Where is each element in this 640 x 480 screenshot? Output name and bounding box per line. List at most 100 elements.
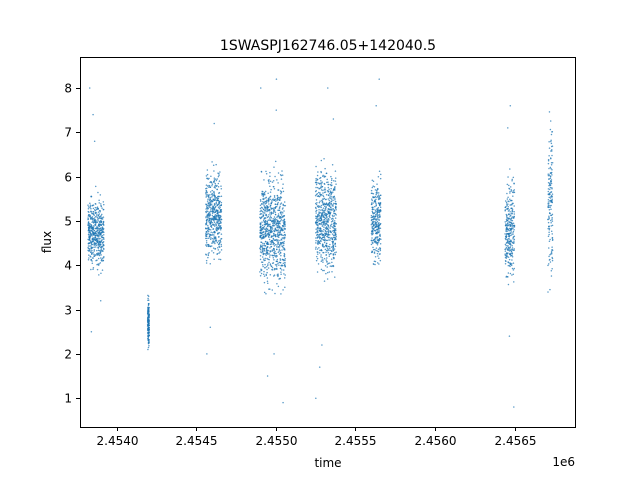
data-point: [376, 218, 379, 220]
data-point: [217, 240, 220, 242]
data-point: [277, 262, 279, 265]
data-point: [206, 177, 208, 180]
data-point: [102, 201, 105, 203]
data-point: [333, 231, 335, 234]
data-point: [323, 197, 326, 200]
data-point: [205, 239, 208, 242]
data-point: [269, 274, 272, 276]
data-point: [282, 190, 285, 193]
data-point: [376, 220, 379, 223]
data-point: [319, 239, 322, 242]
data-point: [335, 208, 337, 211]
data-point: [512, 230, 515, 233]
data-point: [511, 263, 513, 265]
data-point: [551, 188, 553, 190]
data-point: [100, 254, 102, 256]
data-point: [94, 223, 96, 226]
data-point: [511, 244, 513, 247]
data-point: [259, 234, 262, 237]
data-point: [265, 223, 268, 225]
data-point: [551, 233, 553, 235]
data-point: [321, 225, 324, 227]
data-point: [319, 200, 321, 202]
data-point: [260, 241, 263, 244]
data-point: [277, 232, 279, 234]
data-point: [219, 241, 221, 244]
data-point: [212, 251, 215, 254]
data-point: [275, 229, 277, 231]
data-point: [378, 257, 380, 259]
data-point: [319, 227, 321, 229]
data-point: [325, 259, 327, 261]
data-point: [210, 175, 212, 178]
data-point: [376, 244, 379, 246]
data-point: [218, 223, 220, 225]
data-point: [551, 259, 554, 262]
data-point: [283, 248, 285, 251]
data-point: [275, 223, 277, 226]
data-point: [215, 222, 217, 225]
data-point: [324, 220, 327, 222]
data-point: [323, 239, 325, 241]
data-point: [266, 225, 269, 227]
data-point: [322, 192, 324, 194]
data-point: [549, 212, 551, 215]
data-point: [274, 198, 277, 201]
data-point: [547, 201, 550, 203]
data-point: [332, 118, 335, 120]
data-point: [509, 224, 512, 226]
data-point: [262, 248, 265, 250]
data-point: [511, 247, 514, 249]
data-point: [374, 263, 376, 266]
data-point: [212, 205, 214, 207]
data-point: [267, 253, 269, 255]
data-point: [271, 289, 274, 291]
data-point: [261, 224, 264, 227]
data-point: [281, 170, 283, 172]
data-point: [97, 224, 100, 227]
data-point: [321, 198, 324, 200]
data-point: [266, 268, 268, 271]
data-point: [323, 269, 325, 272]
data-point: [315, 189, 317, 192]
data-point: [89, 206, 91, 209]
data-point: [97, 191, 99, 194]
data-point: [277, 182, 279, 184]
data-point: [319, 176, 322, 179]
data-point: [268, 261, 270, 264]
data-point: [330, 179, 333, 181]
data-point: [507, 200, 509, 202]
data-point: [320, 186, 322, 189]
data-point: [102, 259, 105, 262]
data-point: [269, 198, 272, 201]
data-point: [370, 219, 373, 222]
data-point: [101, 207, 103, 209]
data-point: [507, 245, 509, 247]
data-point: [374, 205, 376, 208]
data-point: [92, 257, 94, 259]
data-point: [320, 159, 323, 162]
data-point: [322, 244, 324, 246]
data-point: [319, 217, 322, 219]
data-point: [283, 223, 285, 225]
data-point: [331, 177, 333, 180]
data-point: [550, 251, 553, 254]
data-point: [547, 193, 550, 195]
data-point: [504, 254, 507, 256]
data-point: [330, 175, 332, 178]
data-point: [94, 185, 97, 188]
data-point: [330, 182, 333, 184]
data-point: [213, 177, 216, 179]
data-point: [264, 224, 266, 226]
data-point: [261, 190, 263, 193]
data-point: [323, 241, 326, 244]
data-point: [215, 217, 218, 219]
data-point: [332, 245, 335, 247]
data-point: [550, 199, 553, 202]
data-point: [266, 243, 269, 245]
data-point: [376, 231, 378, 233]
data-point: [327, 207, 330, 210]
data-point: [271, 236, 273, 238]
data-point: [315, 228, 317, 230]
data-point: [95, 208, 98, 211]
